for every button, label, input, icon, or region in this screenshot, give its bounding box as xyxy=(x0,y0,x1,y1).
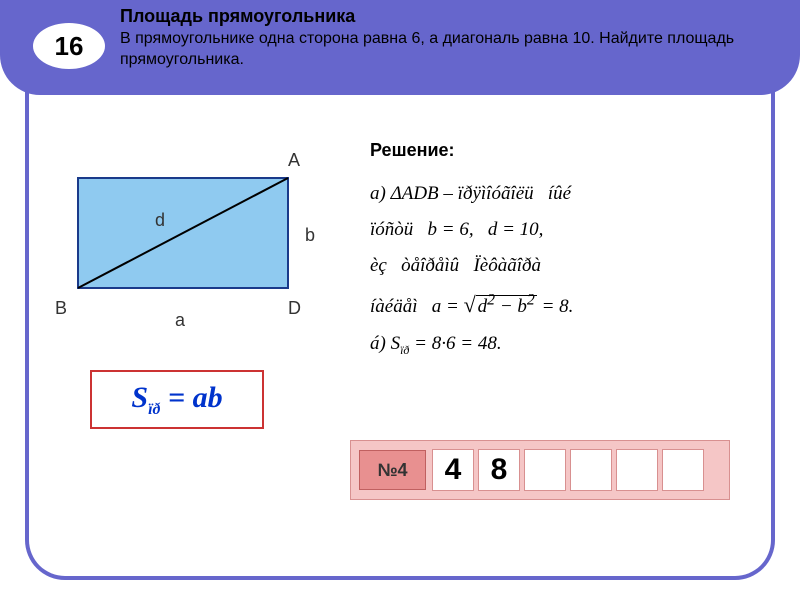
problem-text: В прямоугольнике одна сторона равна 6, а… xyxy=(120,29,770,71)
problem-title: Площадь прямоугольника xyxy=(120,6,770,27)
solution-line-3: èç òåîðåìû Ïèôàãîðà xyxy=(370,248,750,284)
header-content: Площадь прямоугольника В прямоугольнике … xyxy=(120,6,770,71)
rectangle-diagram xyxy=(75,175,295,305)
solution-line-4: íàéäåì a = d2 − b2 = 8. xyxy=(370,284,750,326)
vertex-D: D xyxy=(288,298,301,319)
vertex-B: B xyxy=(55,298,67,319)
solution-line-1: а) ΔADB – ïðÿìîóãîëü íûé xyxy=(370,176,750,212)
answer-cell-5[interactable] xyxy=(616,449,658,491)
solution-area: Решение: а) ΔADB – ïðÿìîóãîëü íûé ïóñòü … xyxy=(370,140,750,362)
answer-box: №4 4 8 xyxy=(350,440,730,500)
answer-cells: 4 8 xyxy=(432,449,704,491)
answer-cell-6[interactable] xyxy=(662,449,704,491)
problem-number-badge: 16 xyxy=(30,20,108,72)
diag-d-label: d xyxy=(155,210,165,231)
answer-cell-4[interactable] xyxy=(570,449,612,491)
answer-label: №4 xyxy=(359,450,426,490)
formula-text: Sïð = ab xyxy=(131,381,222,419)
answer-cell-2[interactable]: 8 xyxy=(478,449,520,491)
header-bar: Площадь прямоугольника В прямоугольнике … xyxy=(0,0,800,95)
solution-line-5: á) Sïð = 8·6 = 48. xyxy=(370,326,750,362)
solution-title: Решение: xyxy=(370,140,750,161)
side-b-label: b xyxy=(305,225,315,246)
diagram: A B D a b d xyxy=(60,150,320,350)
solution-line-2: ïóñòü b = 6, d = 10, xyxy=(370,212,750,248)
side-a-label: a xyxy=(175,310,185,331)
answer-cell-1[interactable]: 4 xyxy=(432,449,474,491)
formula-box: Sïð = ab xyxy=(90,370,264,429)
vertex-A: A xyxy=(288,150,300,171)
answer-cell-3[interactable] xyxy=(524,449,566,491)
